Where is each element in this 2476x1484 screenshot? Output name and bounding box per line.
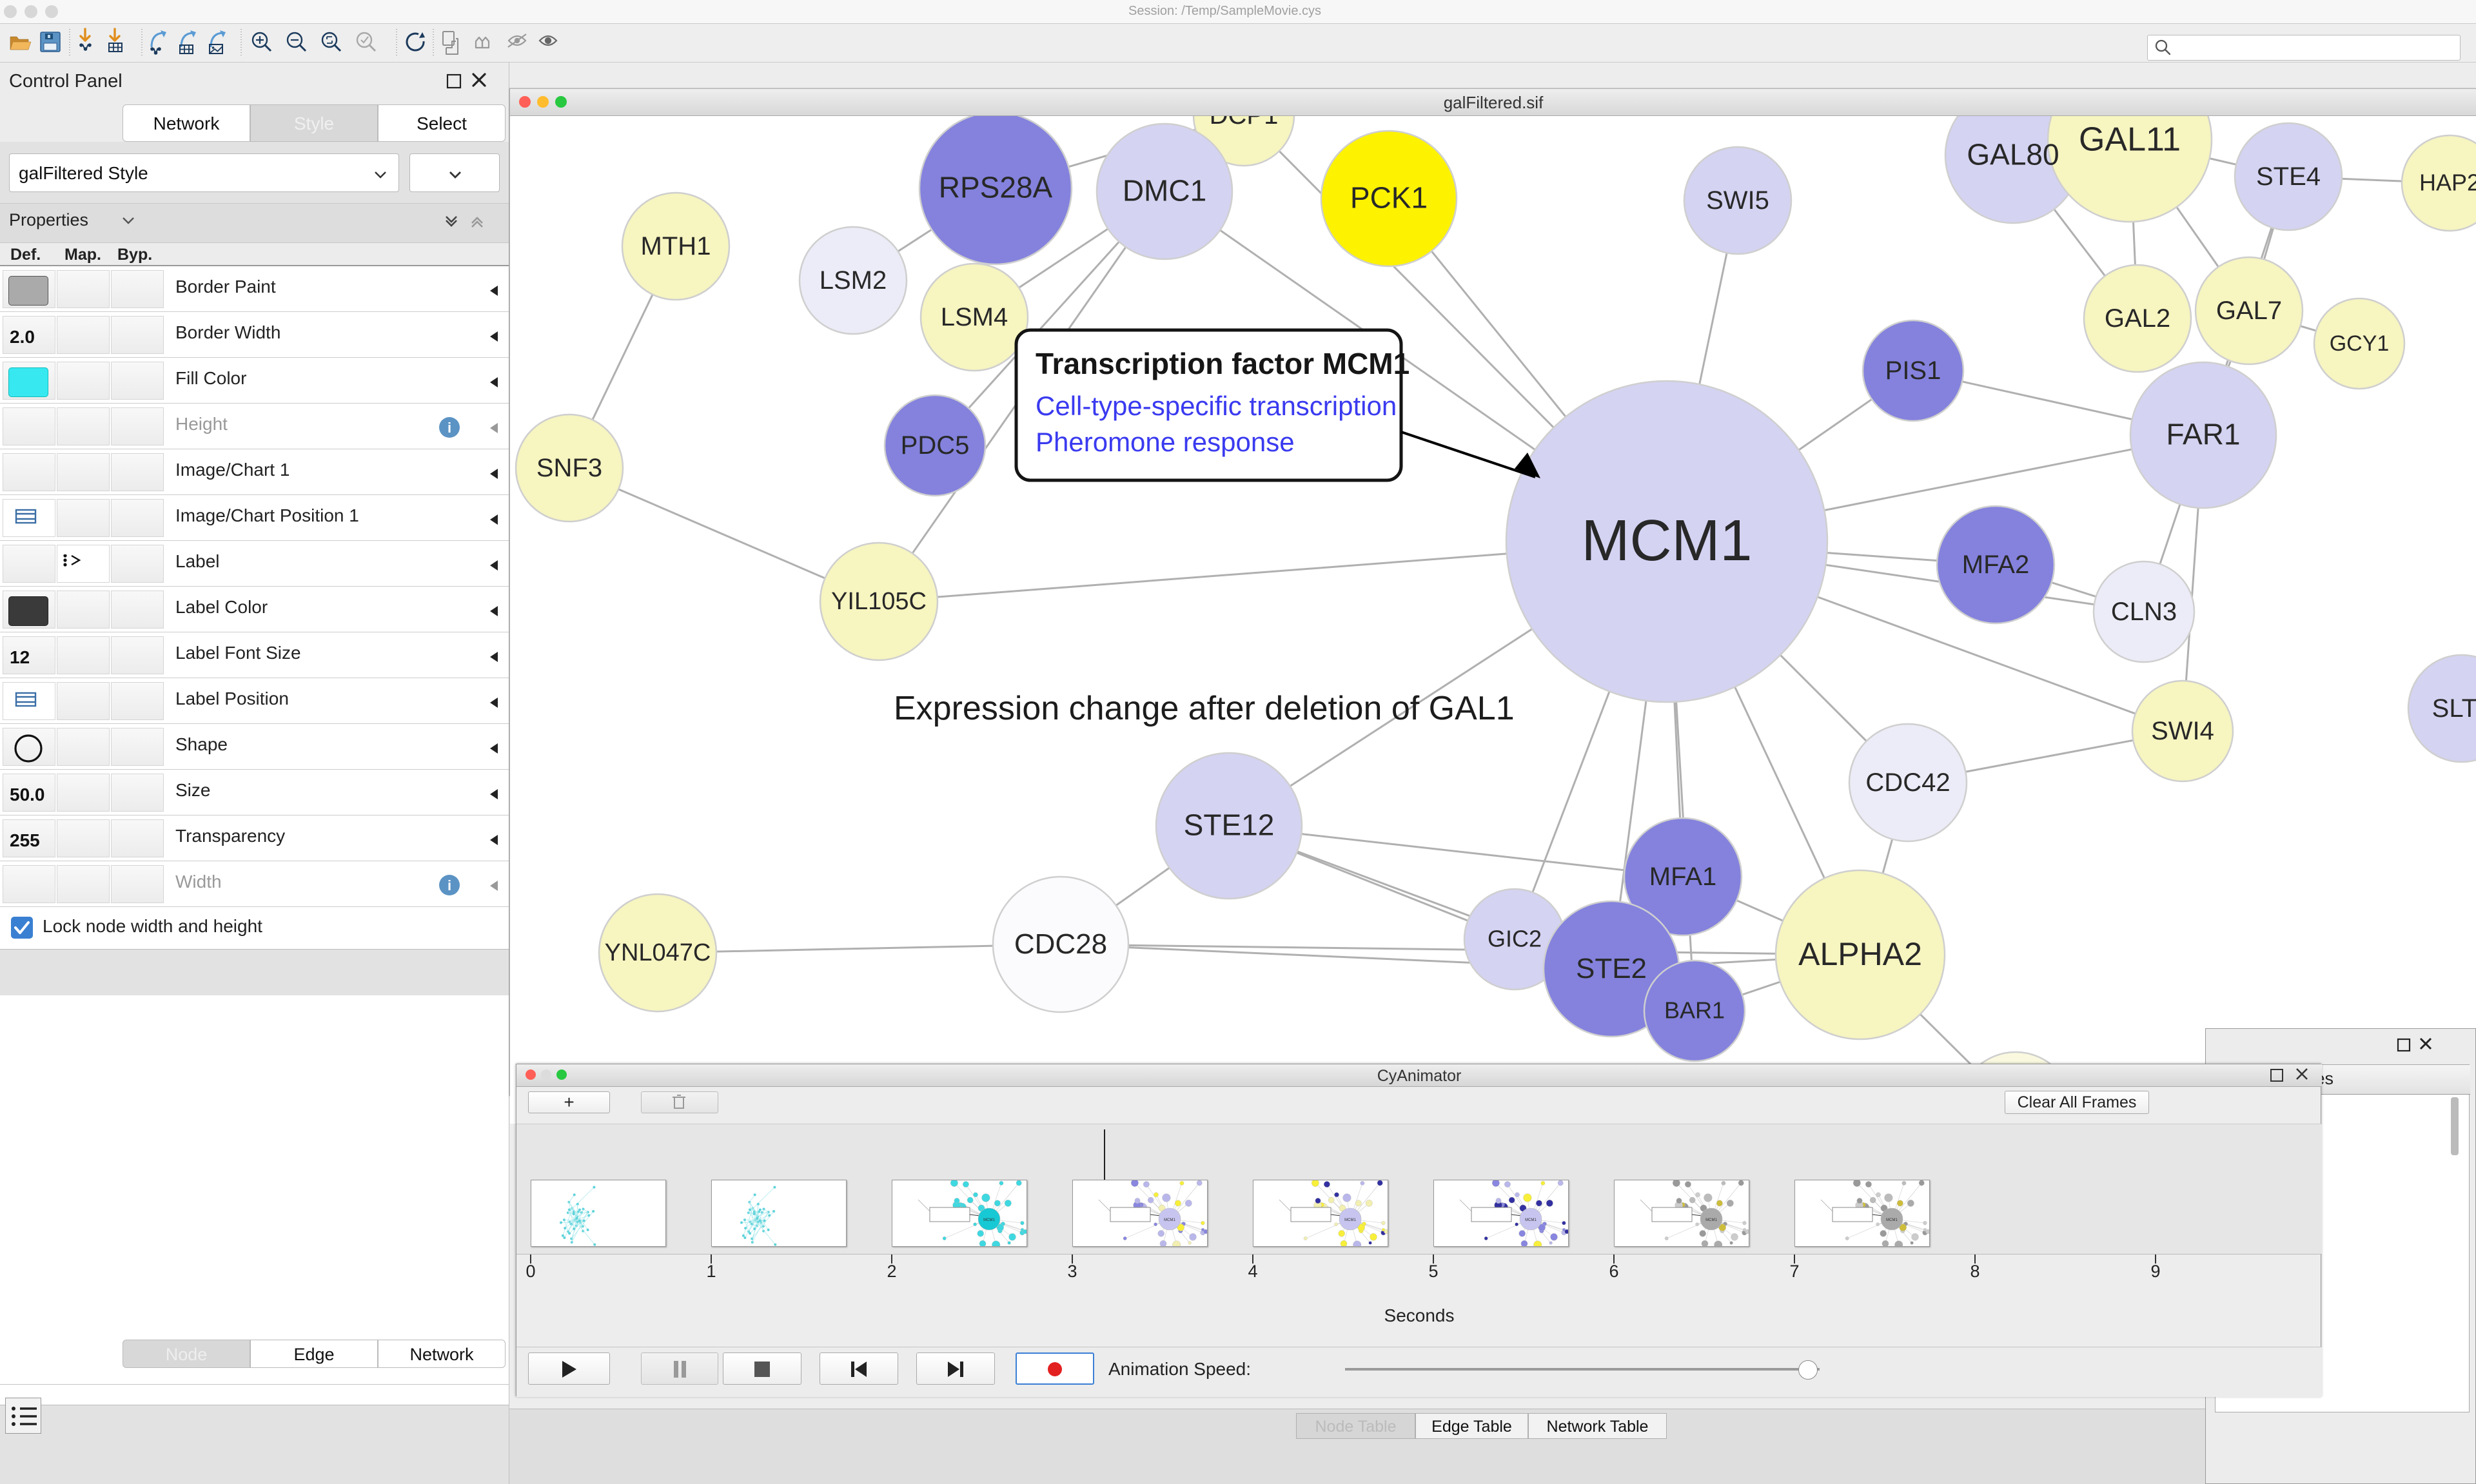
svg-text:PIS1: PIS1 <box>1885 356 1941 385</box>
svg-text:MCM1: MCM1 <box>1582 509 1753 573</box>
svg-text:MFA1: MFA1 <box>1649 863 1716 891</box>
svg-text:MCM1: MCM1 <box>1344 1218 1356 1222</box>
svg-text:GAL11: GAL11 <box>2079 121 2181 159</box>
svg-text:GIC2: GIC2 <box>1488 926 1542 952</box>
svg-text:2: 2 <box>887 1262 896 1281</box>
svg-text:GAL80: GAL80 <box>1967 138 2059 171</box>
svg-text:MTH1: MTH1 <box>641 232 711 260</box>
svg-text:LSM4: LSM4 <box>941 303 1008 331</box>
svg-text:CLN3: CLN3 <box>2111 598 2177 626</box>
svg-text:MCM1: MCM1 <box>1886 1218 1898 1222</box>
svg-text:RPS28A: RPS28A <box>939 171 1053 204</box>
svg-text:MCM1: MCM1 <box>1164 1218 1175 1222</box>
svg-text:Pheromone response: Pheromone response <box>1036 427 1295 457</box>
svg-text:4: 4 <box>1248 1262 1257 1281</box>
svg-text:PCK1: PCK1 <box>1350 181 1428 215</box>
svg-text:i: i <box>447 877 451 893</box>
svg-text:GAL7: GAL7 <box>2216 297 2282 325</box>
svg-text:i: i <box>447 420 451 436</box>
svg-text:6: 6 <box>1609 1262 1618 1281</box>
svg-text:BAR1: BAR1 <box>1664 997 1725 1024</box>
svg-text:STE4: STE4 <box>2256 162 2321 191</box>
svg-text:ALPHA2: ALPHA2 <box>1798 936 1922 972</box>
svg-text:CDC28: CDC28 <box>1014 928 1107 960</box>
svg-text:SWI4: SWI4 <box>2151 717 2214 745</box>
svg-text:DCP1: DCP1 <box>1210 116 1279 130</box>
svg-text:3: 3 <box>1067 1262 1077 1281</box>
svg-text:GAL2: GAL2 <box>2105 304 2170 333</box>
svg-text:STE2: STE2 <box>1576 953 1647 984</box>
svg-text:9: 9 <box>2150 1262 2160 1281</box>
svg-text:MFA2: MFA2 <box>1962 551 2029 579</box>
svg-text:0: 0 <box>526 1262 535 1281</box>
svg-text:Expression change after deleti: Expression change after deletion of GAL1 <box>894 690 1515 727</box>
svg-text:YNL047C: YNL047C <box>605 939 711 966</box>
svg-text:SLT2: SLT2 <box>2432 694 2476 723</box>
svg-text:SNF3: SNF3 <box>536 454 602 482</box>
svg-text:YIL105C: YIL105C <box>831 588 927 615</box>
svg-text:MCM1: MCM1 <box>983 1218 995 1222</box>
svg-text:5: 5 <box>1428 1262 1438 1281</box>
svg-text:LSM2: LSM2 <box>820 266 887 295</box>
svg-text:MCM1: MCM1 <box>1705 1218 1717 1222</box>
svg-text:HAP2: HAP2 <box>2419 170 2476 196</box>
svg-text:Cell-type-specific transcripti: Cell-type-specific transcription <box>1036 391 1397 421</box>
svg-text:8: 8 <box>1970 1262 1980 1281</box>
svg-text:STE12: STE12 <box>1184 808 1275 842</box>
svg-text:Transcription factor MCM1: Transcription factor MCM1 <box>1036 347 1410 380</box>
svg-text:SWI5: SWI5 <box>1706 186 1769 215</box>
svg-text:7: 7 <box>1789 1262 1799 1281</box>
svg-text:1: 1 <box>706 1262 716 1281</box>
svg-text:DMC1: DMC1 <box>1123 174 1206 208</box>
svg-text:MCM1: MCM1 <box>1525 1218 1537 1222</box>
svg-text:CDC42: CDC42 <box>1865 768 1950 797</box>
svg-text:GCY1: GCY1 <box>2330 331 2390 356</box>
svg-text:PDC5: PDC5 <box>901 431 970 460</box>
svg-text:FAR1: FAR1 <box>2166 418 2240 451</box>
